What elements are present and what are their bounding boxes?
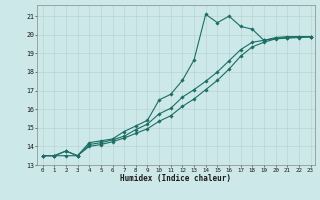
X-axis label: Humidex (Indice chaleur): Humidex (Indice chaleur)	[121, 174, 231, 183]
